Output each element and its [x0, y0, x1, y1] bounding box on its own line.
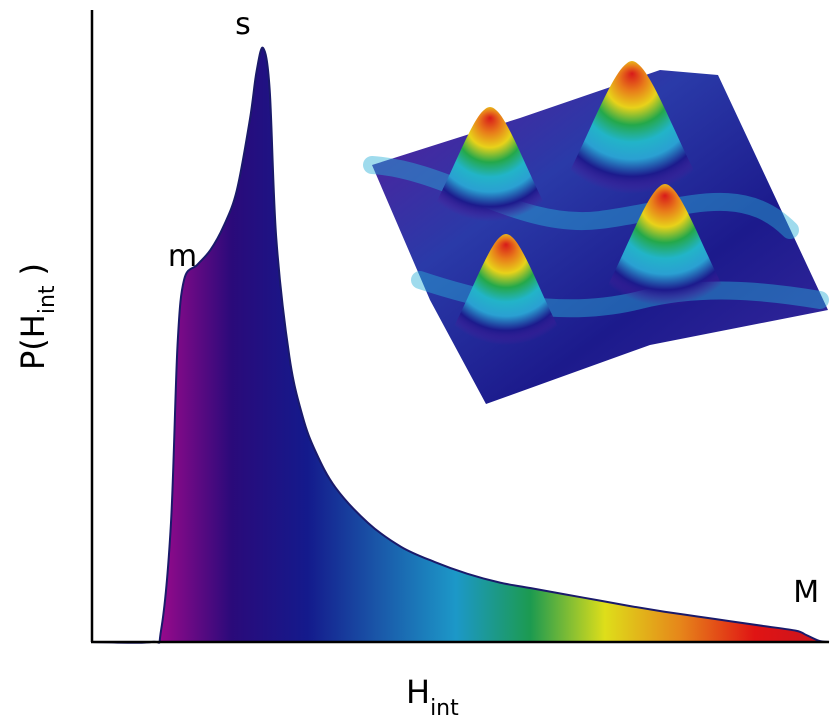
inset-peak [589, 184, 741, 328]
inset-peak [437, 234, 575, 365]
annotation-max: M [793, 575, 819, 610]
annotation-saddle: s [235, 7, 251, 42]
y-axis-label-subscript: int [35, 285, 60, 314]
inset-surface-plot [363, 61, 829, 404]
x-axis-label: Hint [406, 673, 459, 721]
x-axis-label-subscript: int [430, 696, 459, 721]
inset-peak [418, 107, 562, 242]
density-area [91, 46, 830, 644]
inset-peak [549, 61, 715, 217]
annotation-min: m [168, 239, 197, 274]
inset-ridge [363, 156, 799, 239]
y-axis-label: P(Hint) [14, 263, 60, 370]
